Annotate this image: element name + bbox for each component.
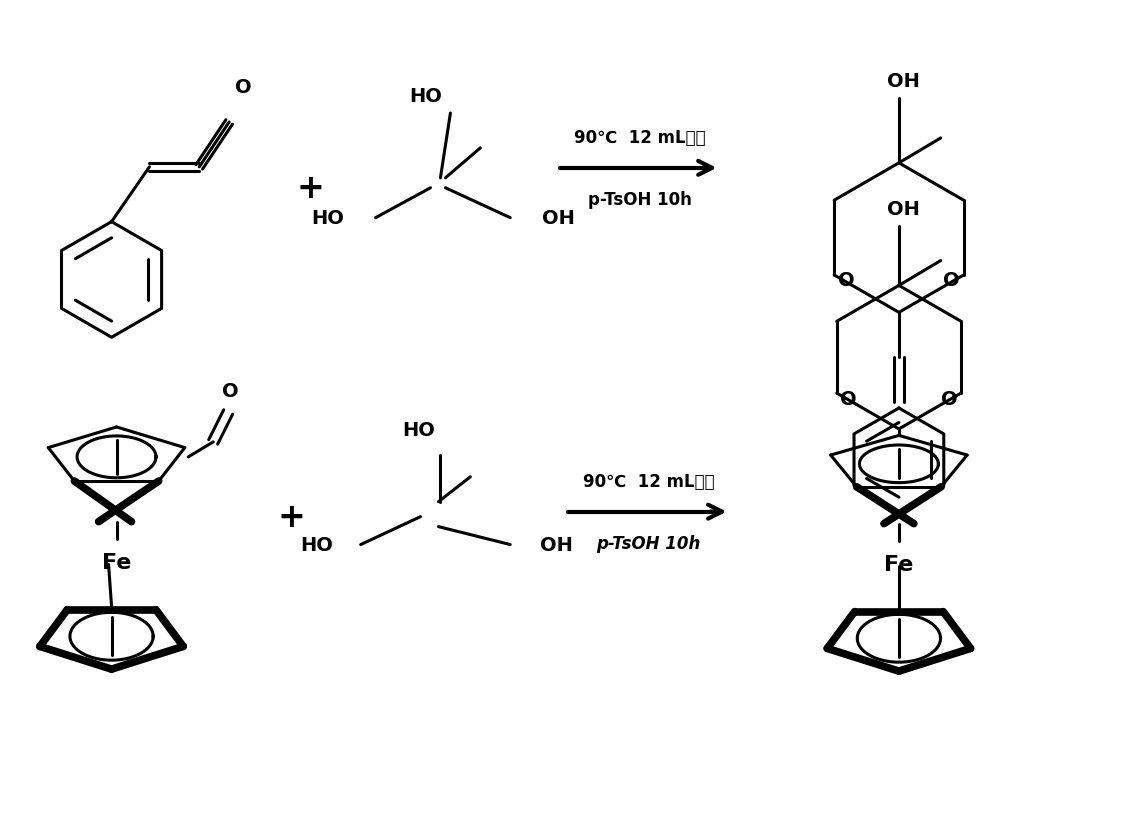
Text: O: O: [221, 381, 239, 400]
Text: Fe: Fe: [102, 552, 131, 571]
Text: OH: OH: [888, 72, 920, 91]
Text: O: O: [841, 389, 857, 408]
Text: O: O: [235, 78, 251, 97]
Text: HO: HO: [403, 420, 436, 439]
Text: O: O: [943, 271, 960, 290]
Text: p-TsOH 10h: p-TsOH 10h: [596, 534, 701, 552]
Text: Fe: Fe: [884, 554, 914, 574]
Text: +: +: [297, 172, 325, 205]
Text: HO: HO: [409, 87, 443, 106]
Text: OH: OH: [888, 199, 920, 218]
Text: +: +: [278, 500, 305, 533]
Text: OH: OH: [543, 209, 575, 228]
Text: 90℃  12 mL甲苯: 90℃ 12 mL甲苯: [583, 472, 715, 490]
Text: 90℃  12 mL甲苯: 90℃ 12 mL甲苯: [574, 129, 705, 146]
Text: HO: HO: [311, 209, 344, 228]
Text: HO: HO: [299, 535, 333, 554]
Text: O: O: [837, 271, 855, 290]
Text: O: O: [941, 389, 958, 408]
Text: p-TsOH 10h: p-TsOH 10h: [588, 190, 692, 208]
Text: OH: OH: [540, 535, 574, 554]
